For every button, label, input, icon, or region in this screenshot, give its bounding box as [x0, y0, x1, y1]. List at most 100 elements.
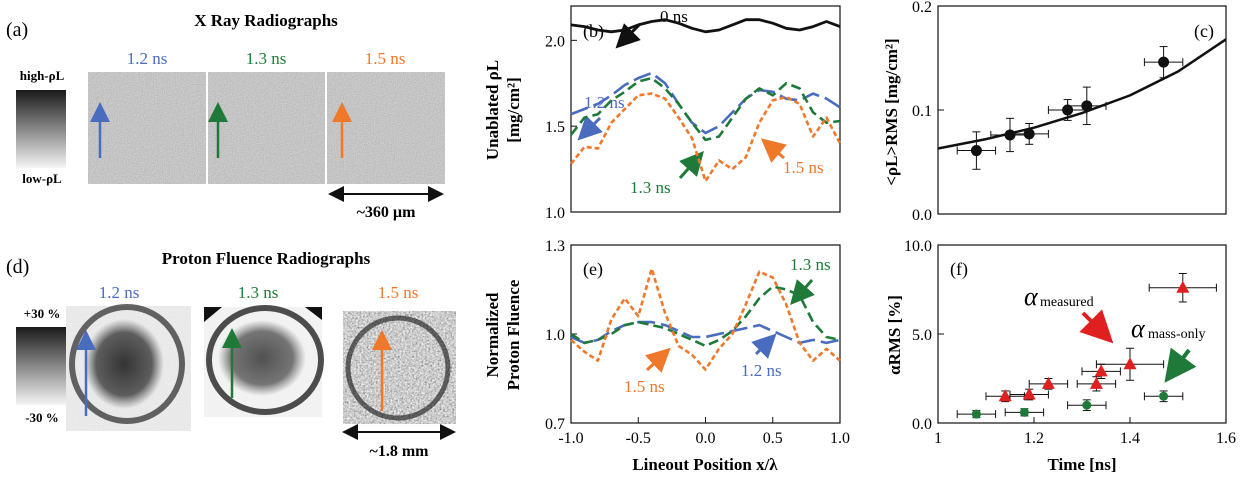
alpha-measured-sub: measured: [1040, 295, 1094, 310]
xlabel-f: Time [ns]: [1047, 455, 1116, 474]
series-line-e-green: [570, 285, 841, 348]
data-point-measured: [1041, 376, 1055, 389]
proton-time-1: 1.2 ns: [99, 283, 140, 302]
xtick-label-f: 1: [934, 430, 942, 447]
data-point-mass-only: [1019, 407, 1029, 417]
xray-time-3: 1.5 ns: [365, 49, 406, 68]
panel-d: (d) Proton Fluence Radiographs +30 % -30…: [6, 249, 456, 460]
data-point-mass-only: [971, 409, 981, 419]
xtick-label-e: -0.5: [626, 430, 651, 447]
series-line-e-blue: [570, 320, 841, 345]
panel-a-title: X Ray Radiographs: [194, 11, 338, 30]
data-point-measured: [1022, 387, 1036, 400]
data-point-measured: [1094, 364, 1108, 377]
proton-image-3: [343, 311, 456, 424]
data-point-measured: [1089, 376, 1103, 389]
annot-e-1.5ns-arrow: [645, 347, 671, 373]
data-point-measured: [998, 389, 1012, 402]
data-point-c: [1062, 104, 1074, 116]
alpha-mass-symbol: α: [1131, 314, 1146, 343]
ytick-label-e: 1.0: [545, 327, 565, 344]
alpha-mass-sub: mass-only: [1148, 327, 1206, 342]
ylabel-b-line: Unablated ρL: [483, 60, 502, 160]
chart-c: (c) 0.0 0.1 0.2: [912, 0, 1227, 224]
series-line-b-green: [569, 76, 841, 142]
xtick-label-f: 1.6: [1216, 430, 1236, 447]
ylabel-f: αRMS [%]: [885, 295, 904, 375]
plot-frame-b: [570, 5, 841, 213]
colorscale-a: [16, 90, 66, 168]
ytick-label-b: 1.0: [545, 205, 565, 222]
series-line-b-orange: [569, 92, 842, 183]
ytick-label-f: 10.0: [904, 238, 932, 255]
panel-e-label: (e): [583, 259, 603, 280]
chart-e: (e) 1.3 ns 1.2 ns 1.5 ns 0.7 1.0 1.3 -1.0 -0…: [545, 238, 850, 447]
annot-b-1.2ns: 1.2 ns: [584, 93, 625, 112]
ytick-label-e: 0.7: [545, 416, 565, 433]
proton-image-2: [204, 305, 324, 417]
scale-a-top: high-ρL: [20, 68, 65, 83]
data-point-mass-only: [1082, 400, 1092, 410]
xtick-label-f: 1.4: [1120, 430, 1140, 447]
chart-f: (f) α measured α mass-only 0.0 5.0 10.0 1 1.…: [904, 238, 1236, 447]
data-point-measured: [1123, 357, 1137, 370]
xray-image-2: [208, 72, 325, 184]
scale-d-bottom: -30 %: [25, 410, 59, 425]
panel-a: (a) X Ray Radiographs high-ρL low-ρL 1.2…: [6, 11, 445, 221]
xray-scalebar-label: ~360 µm: [357, 204, 417, 221]
panel-c-label: (c): [1194, 21, 1214, 42]
annot-e-1.3ns-arrow: [790, 279, 815, 306]
xray-time-2: 1.3 ns: [246, 49, 287, 68]
proton-scalebar-label: ~1.8 mm: [370, 443, 430, 460]
annot-b-1.5ns-arrow: [760, 138, 787, 163]
xray-time-1: 1.2 ns: [127, 49, 168, 68]
data-point-measured: [1176, 280, 1190, 293]
data-point-c: [1158, 56, 1170, 68]
ytick-label-b: 2.0: [545, 33, 565, 50]
annot-e-1.5ns: 1.5 ns: [624, 377, 665, 396]
data-point-c: [1023, 128, 1035, 140]
proton-time-3: 1.5 ns: [378, 283, 419, 302]
ylabel-e: Normalized Proton Fluence: [483, 279, 523, 390]
xtick-label-e: 0.0: [696, 430, 716, 447]
xtick-label-f: 1.2: [1024, 430, 1044, 447]
data-point-mass-only: [1159, 391, 1169, 401]
annot-e-1.3ns: 1.3 ns: [790, 255, 831, 274]
alpha-measured-arrow: [1079, 309, 1114, 344]
series-line-b-blue: [570, 71, 841, 135]
ytick-label-c: 0.0: [912, 207, 932, 224]
ytick-label-f: 0.0: [912, 416, 932, 433]
ylabel-e-line: Normalized: [483, 292, 502, 378]
ytick-label-e: 1.3: [545, 238, 565, 255]
legend-measured: α measured: [1024, 282, 1114, 344]
alpha-mass-arrow: [1164, 347, 1197, 383]
xlabel-e: Lineout Position x/λ: [632, 455, 778, 474]
scale-d-top: +30 %: [24, 306, 61, 321]
xtick-label-e: 1.0: [830, 430, 850, 447]
ytick-label-c: 0.1: [912, 103, 932, 120]
colorscale-d: [16, 327, 66, 405]
xtick-label-e: -1.0: [558, 430, 583, 447]
panel-a-label: (a): [6, 19, 28, 41]
series-line-e-orange: [570, 267, 841, 371]
series-line-b-black: [570, 18, 841, 34]
data-point-c: [970, 145, 982, 157]
ylabel-c: <ρL>RMS [mg/cm²]: [882, 38, 901, 185]
annot-b-1.3ns-arrow: [678, 151, 704, 179]
chart-b: (b) 0 ns 1.2 ns 1.3 ns 1.5 ns 1.01.52.0: [545, 5, 842, 222]
scale-a-bottom: low-ρL: [22, 171, 62, 186]
annot-b-1.2ns-arrow: [577, 115, 603, 141]
ylabel-b: Unablated ρL [mg/cm²]: [483, 60, 523, 160]
ylabel-e-line: Proton Fluence: [504, 279, 523, 390]
panel-f-label: (f): [950, 259, 968, 280]
legend-mass-only: α mass-only: [1131, 314, 1206, 383]
proton-time-2: 1.3 ns: [238, 283, 279, 302]
ytick-label-b: 1.5: [545, 119, 565, 136]
xray-image-3: [327, 72, 445, 184]
alpha-measured-symbol: α: [1024, 282, 1039, 311]
fit-curve-c: [937, 38, 1227, 150]
annot-b-1.5ns: 1.5 ns: [783, 158, 824, 177]
ylabel-b-line: [mg/cm²]: [504, 77, 523, 143]
annot-e-1.2ns: 1.2 ns: [741, 361, 782, 380]
